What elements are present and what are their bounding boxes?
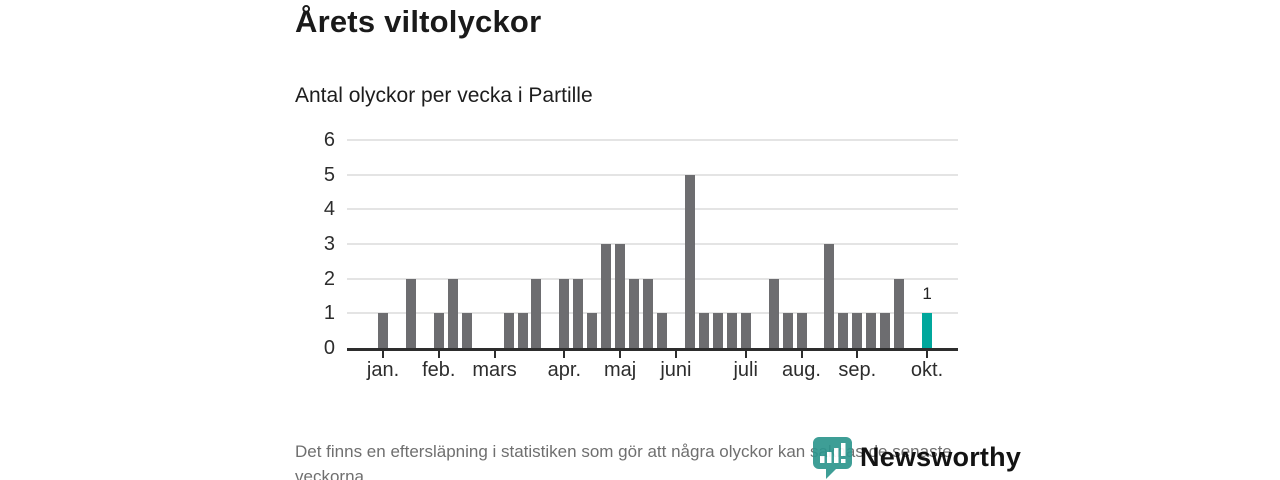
bar-week-38 <box>894 278 905 348</box>
bar-week-23 <box>684 174 695 348</box>
y-axis-label-0: 0 <box>323 337 335 359</box>
bar-week-25 <box>712 313 723 348</box>
gridline-y4 <box>347 208 958 211</box>
x-tick-feb <box>437 351 440 358</box>
bar-week-7 <box>461 313 472 348</box>
bar-week-31 <box>796 313 807 348</box>
x-axis-label-mars: mars <box>472 359 517 381</box>
y-axis-label-5: 5 <box>323 163 335 186</box>
bar-week-10 <box>503 313 514 348</box>
bar-week-40-highlighted <box>922 313 933 348</box>
x-tick-okt <box>926 351 929 358</box>
gridline-y3 <box>347 243 958 245</box>
x-axis-label-feb: feb. <box>422 359 456 381</box>
bar-week-12 <box>531 278 542 348</box>
x-axis-label-maj: maj <box>604 359 637 381</box>
bar-week-27 <box>740 313 751 348</box>
bar-week-24 <box>698 313 709 348</box>
bar-week-16 <box>587 313 598 348</box>
bar-week-18 <box>615 244 626 348</box>
y-axis-label-6: 6 <box>323 129 335 151</box>
bar-week-33 <box>824 244 835 348</box>
bar-week-29 <box>768 278 779 348</box>
x-tick-juni <box>674 351 677 358</box>
bar-week-34 <box>838 313 849 348</box>
x-tick-juli <box>744 351 747 358</box>
gridline-y6 <box>347 139 958 141</box>
bar-week-17 <box>601 244 612 348</box>
plot-area: 1 <box>347 139 958 351</box>
chart-title: Årets viltolyckor <box>295 4 542 39</box>
x-axis-label-okt: okt. <box>910 359 944 381</box>
bar-week-20 <box>643 278 654 348</box>
y-axis-label-1: 1 <box>323 302 335 325</box>
y-axis-label-3: 3 <box>323 233 335 255</box>
bar-week-11 <box>517 313 528 348</box>
x-tick-aug <box>800 351 803 358</box>
bar-week-36 <box>866 313 877 348</box>
x-axis-label-aug: aug. <box>782 359 821 381</box>
bar-week-1 <box>378 313 388 348</box>
y-axis-label-4: 4 <box>323 198 335 221</box>
x-axis-label-apr: apr. <box>547 359 582 381</box>
y-axis: 0 1 2 3 4 5 6 <box>291 0 335 480</box>
y-axis-label-2: 2 <box>323 267 335 290</box>
x-axis-label-juni: juni <box>660 359 692 381</box>
x-axis: jan. feb. mars apr. maj juni juli aug. sep. okt. <box>347 351 958 391</box>
bar-week-15 <box>573 278 584 348</box>
gridline-y5 <box>347 173 958 176</box>
bar-week-19 <box>629 278 640 348</box>
bar-week-14 <box>559 278 570 348</box>
bar-week-26 <box>726 313 737 348</box>
highlight-value-label: 1 <box>922 284 932 304</box>
x-axis-label-juli: juli <box>733 359 758 381</box>
bar-week-21 <box>657 313 667 348</box>
bar-week-35 <box>852 313 863 348</box>
x-axis-label-sep: sep. <box>838 359 877 381</box>
newsworthy-logo-text: Newsworthy <box>860 442 1022 472</box>
x-tick-maj <box>619 351 622 358</box>
newsworthy-pin-barchart-icon <box>813 437 852 479</box>
bar-week-3 <box>405 278 416 348</box>
x-tick-apr <box>563 351 566 358</box>
bar-week-6 <box>447 278 458 348</box>
chart-subtitle: Antal olyckor per vecka i Partille <box>295 84 593 107</box>
bar-week-30 <box>782 313 793 348</box>
x-tick-mars <box>493 351 496 358</box>
x-axis-label-jan: jan. <box>366 359 400 381</box>
footnote: Det finns en eftersläpning i statistiken… <box>295 442 952 480</box>
bar-week-37 <box>880 313 891 348</box>
bar-week-5 <box>433 313 444 348</box>
newsworthy-logo: Newsworthy <box>812 436 1021 479</box>
x-tick-sep <box>856 351 859 358</box>
x-tick-jan <box>382 351 384 358</box>
